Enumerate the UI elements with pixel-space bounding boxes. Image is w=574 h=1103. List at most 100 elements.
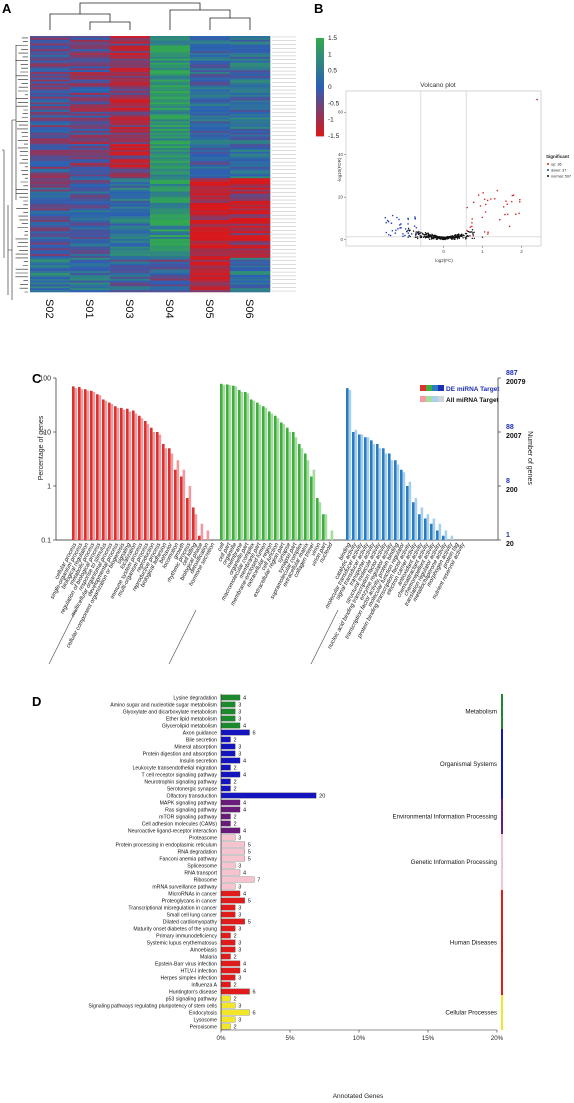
heatmap-cell [110, 259, 151, 262]
kegg-term-label: Systemic lupus erythematosus [147, 941, 218, 947]
heatmap-cell [150, 58, 191, 61]
heatmap-cell [190, 163, 231, 166]
heatmap-cell [110, 54, 151, 58]
heatmap-cell [150, 43, 191, 46]
colorbar-step [316, 118, 324, 122]
heatmap-cell [150, 130, 191, 134]
volcano-point-up [514, 213, 517, 216]
heatmap-cell [190, 200, 231, 204]
volcano-point-down [386, 219, 389, 222]
go-right-tick-de: 1 [506, 532, 510, 539]
kegg-bar [220, 1002, 236, 1009]
kegg-bar [220, 981, 231, 988]
heatmap-cell [190, 248, 231, 251]
heatmap-cell [70, 72, 111, 75]
volcano-point-up [511, 194, 514, 197]
go-bar-all [182, 469, 186, 540]
heatmap-cell [70, 81, 111, 84]
heatmap-cell [230, 64, 271, 67]
go-bar-all [438, 523, 442, 540]
heatmap-cell [30, 172, 71, 175]
heatmap-cell [190, 219, 231, 223]
heatmap-cell [30, 202, 71, 206]
heatmap-cell [70, 225, 111, 228]
heatmap-cell [110, 138, 151, 141]
heatmap-cell [70, 153, 111, 156]
heatmap-cell [70, 231, 111, 234]
colorbar-step [316, 109, 324, 112]
heatmap-cell [30, 53, 71, 56]
heatmap-cell [70, 176, 111, 179]
kegg-category-label: Cellular Processes [445, 1010, 497, 1017]
heatmap-cell [110, 134, 151, 137]
heatmap-cell [70, 45, 111, 48]
colorbar-step [316, 47, 324, 51]
heatmap-cell [110, 240, 151, 243]
heatmap-cell [230, 109, 271, 113]
heatmap-cell [110, 83, 151, 86]
kegg-bar-value: 3 [238, 703, 241, 709]
heatmap-cell [230, 219, 271, 223]
heatmap-cell [230, 83, 271, 86]
heatmap-cell [110, 183, 151, 187]
volcano-point [414, 234, 417, 236]
heatmap-sample-label: S02 [43, 299, 55, 319]
colorbar-tick: 1.5 [328, 35, 337, 42]
heatmap-cell [110, 77, 151, 80]
go-bar-all [258, 404, 262, 540]
heatmap-cell [190, 189, 231, 192]
kegg-bar [220, 813, 231, 820]
heatmap-cell [230, 252, 271, 255]
heatmap-cell [190, 276, 231, 280]
kegg-bar [220, 932, 231, 939]
heatmap-cell [230, 43, 271, 46]
go-bar-all [318, 502, 322, 540]
heatmap-cell [110, 96, 151, 99]
heatmap-cell [230, 36, 271, 39]
go-bar-de [90, 390, 93, 540]
heatmap-cell [70, 140, 111, 143]
heatmap-cell [70, 248, 111, 251]
heatmap-cell [30, 261, 71, 264]
heatmap-cell [110, 136, 151, 139]
heatmap-cell [30, 212, 71, 215]
heatmap-cell [70, 151, 111, 154]
row-dendrogram [2, 37, 28, 300]
kegg-term-label: Signaling pathways regulating pluripoten… [88, 1004, 217, 1010]
heatmap-cell [30, 168, 71, 171]
kegg-bar-value: 3 [238, 948, 241, 954]
heatmap-cell [110, 117, 151, 120]
go-bar-de [96, 394, 99, 540]
heatmap-cell [30, 290, 71, 293]
column-dendrogram [49, 2, 251, 30]
heatmap-cell [30, 130, 71, 134]
go-bar-all [86, 390, 90, 540]
heatmap-cell [30, 164, 71, 168]
dendrogram-branch [15, 37, 28, 293]
volcano-point [462, 234, 465, 236]
heatmap-cell [150, 166, 191, 170]
heatmap-sample-label: S03 [123, 299, 135, 319]
heatmap-cell [110, 248, 151, 251]
heatmap-cell [30, 280, 71, 283]
kegg-bar [220, 771, 241, 778]
go-bar-de [268, 411, 271, 540]
volcano-point-up [471, 225, 473, 228]
heatmap-cell [110, 56, 151, 60]
volcano-point [442, 237, 445, 239]
kegg-xlabel: Annotated Genes [333, 1093, 384, 1100]
kegg-term-label: Maturity onset diabetes of the young [133, 927, 217, 933]
heatmap-cell [230, 164, 271, 168]
heatmap-cell [230, 130, 271, 134]
go-bar-all [450, 535, 454, 540]
kegg-term-label: Dilated cardiomyopathy [163, 920, 218, 926]
heatmap-cell [190, 117, 231, 120]
kegg-bar-value: 4 [243, 808, 246, 814]
heatmap-cell [150, 53, 191, 56]
heatmap-cell [150, 273, 191, 276]
heatmap-cell [110, 223, 151, 226]
heatmap-cell [150, 54, 191, 58]
heatmap-cell [70, 237, 111, 240]
kegg-bar [220, 806, 241, 813]
heatmap-cell [150, 127, 191, 130]
